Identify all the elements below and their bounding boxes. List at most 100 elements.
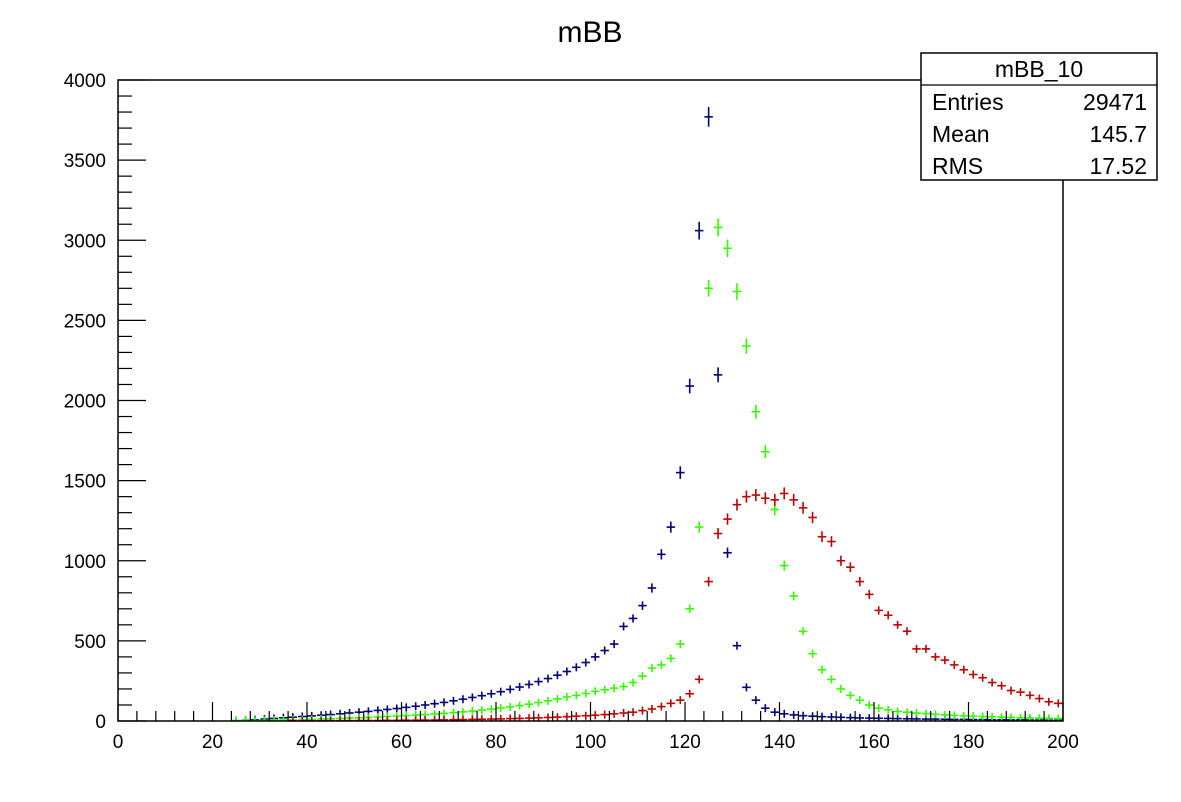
data-point (468, 715, 477, 721)
data-point (628, 614, 638, 623)
data-point (609, 640, 619, 649)
data-point (600, 646, 609, 655)
data-point (817, 712, 827, 721)
stats-box-frame (920, 52, 1158, 181)
data-point (647, 704, 657, 713)
data-point (950, 660, 959, 669)
data-point (713, 528, 723, 539)
data-point (1006, 686, 1016, 695)
data-point (742, 490, 751, 503)
data-point (449, 696, 458, 705)
data-point (694, 521, 704, 533)
data-point (619, 682, 628, 691)
x-tick-label: 100 (575, 732, 607, 753)
data-point (430, 716, 439, 721)
data-point (666, 521, 676, 533)
data-point (515, 683, 524, 692)
data-point (609, 709, 619, 718)
data-point (477, 691, 487, 700)
data-point (487, 689, 496, 698)
data-point (808, 649, 817, 658)
data-point (893, 707, 902, 716)
data-point (827, 675, 836, 684)
stats-label-rms: RMS (932, 153, 983, 179)
data-point (846, 713, 855, 721)
data-point (836, 684, 846, 693)
data-point (978, 673, 987, 682)
data-point (543, 713, 553, 721)
data-point (912, 644, 921, 653)
data-point (987, 712, 997, 721)
data-point (761, 704, 770, 713)
data-point (619, 622, 628, 631)
data-point (761, 445, 770, 459)
data-point (968, 670, 978, 679)
data-point (553, 671, 562, 680)
stats-label-mean: Mean (932, 121, 990, 147)
data-point (590, 652, 600, 661)
data-point (572, 691, 581, 700)
data-point (761, 492, 770, 505)
data-point (723, 513, 732, 525)
data-point (477, 706, 487, 715)
data-point (893, 620, 902, 629)
data-point (997, 713, 1006, 721)
data-point (657, 660, 666, 669)
data-point (931, 652, 940, 661)
data-point (855, 696, 865, 705)
data-point (515, 714, 524, 721)
x-tick-label: 200 (1047, 732, 1079, 753)
data-point (553, 694, 562, 703)
data-point (704, 107, 713, 127)
data-point (572, 663, 581, 672)
chart-title: mBB (557, 16, 622, 49)
data-point (647, 583, 657, 593)
data-point (401, 703, 411, 712)
data-point (487, 715, 496, 721)
y-tick-label: 1500 (64, 472, 106, 493)
data-point (269, 716, 279, 721)
data-point (420, 716, 430, 721)
data-point (619, 708, 628, 717)
data-point (515, 701, 524, 710)
data-point (959, 711, 969, 720)
data-point (487, 705, 496, 714)
stats-value-mean: 145.7 (1089, 121, 1147, 147)
data-point (590, 687, 600, 696)
stats-value-rms: 17.52 (1089, 153, 1147, 179)
data-point (865, 714, 874, 721)
data-point (477, 715, 487, 721)
data-point (704, 279, 713, 297)
data-point (751, 696, 761, 705)
x-axis: 0 20 40 60 80 100 120 140 160 180 200 (113, 702, 1079, 753)
y-tick-label: 500 (74, 632, 106, 653)
data-point (1016, 713, 1025, 721)
x-tick-label: 120 (669, 732, 701, 753)
data-point (676, 640, 685, 649)
y-tick-label: 3000 (64, 231, 106, 252)
data-point (808, 712, 817, 721)
data-point (798, 502, 808, 514)
data-point (798, 711, 808, 720)
data-point (817, 531, 827, 543)
data-point (902, 708, 912, 717)
data-point (534, 713, 543, 721)
data-point (789, 493, 798, 506)
data-point (921, 644, 931, 653)
data-point (1025, 713, 1035, 721)
data-point (779, 487, 789, 500)
x-tick-label: 180 (953, 732, 985, 753)
data-point (855, 576, 865, 587)
data-point (534, 698, 543, 707)
data-point (543, 674, 553, 683)
data-point (978, 712, 987, 721)
data-point (883, 714, 893, 721)
data-point (401, 716, 411, 721)
data-point (789, 710, 798, 719)
data-point (723, 239, 732, 257)
y-tick-label: 3500 (64, 151, 106, 172)
series-3 (288, 487, 1063, 722)
data-point (562, 692, 572, 701)
data-point (779, 560, 789, 571)
data-point (732, 498, 742, 511)
